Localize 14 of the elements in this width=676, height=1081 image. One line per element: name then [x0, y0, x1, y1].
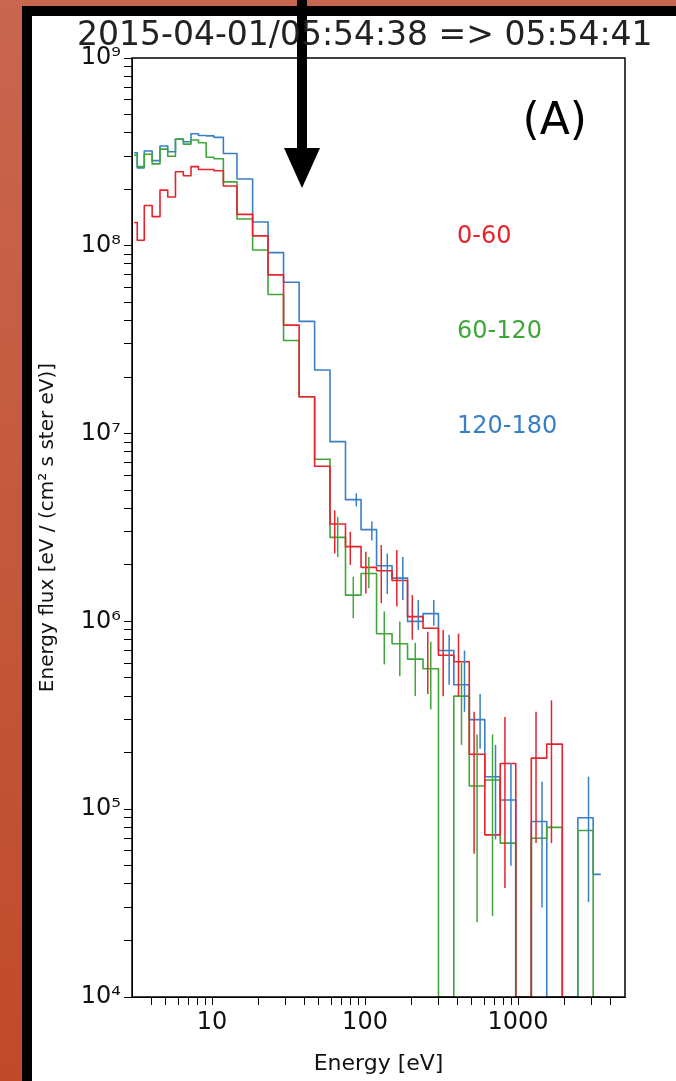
x-tick-label: 1000	[487, 1006, 549, 1035]
y-tick-label: 10⁶	[80, 605, 121, 634]
text: 0-60	[457, 220, 512, 249]
x-tick-label: 10	[196, 1006, 228, 1035]
y-tick-label: 10⁷	[80, 417, 121, 446]
y-tick-label: 10⁴	[80, 981, 121, 1010]
y-axis-title: Energy flux [eV / (cm² s ster eV)]	[34, 362, 59, 693]
annotation: (A)	[522, 93, 587, 145]
text: 60-120	[457, 315, 543, 344]
y-tick-label: 10⁸	[80, 230, 121, 259]
x-axis-title: Energy [eV]	[313, 1049, 444, 1075]
text: 120-180	[457, 410, 558, 439]
y-tick-label: 10⁵	[80, 793, 121, 822]
x-tick-label: 100	[342, 1006, 388, 1035]
